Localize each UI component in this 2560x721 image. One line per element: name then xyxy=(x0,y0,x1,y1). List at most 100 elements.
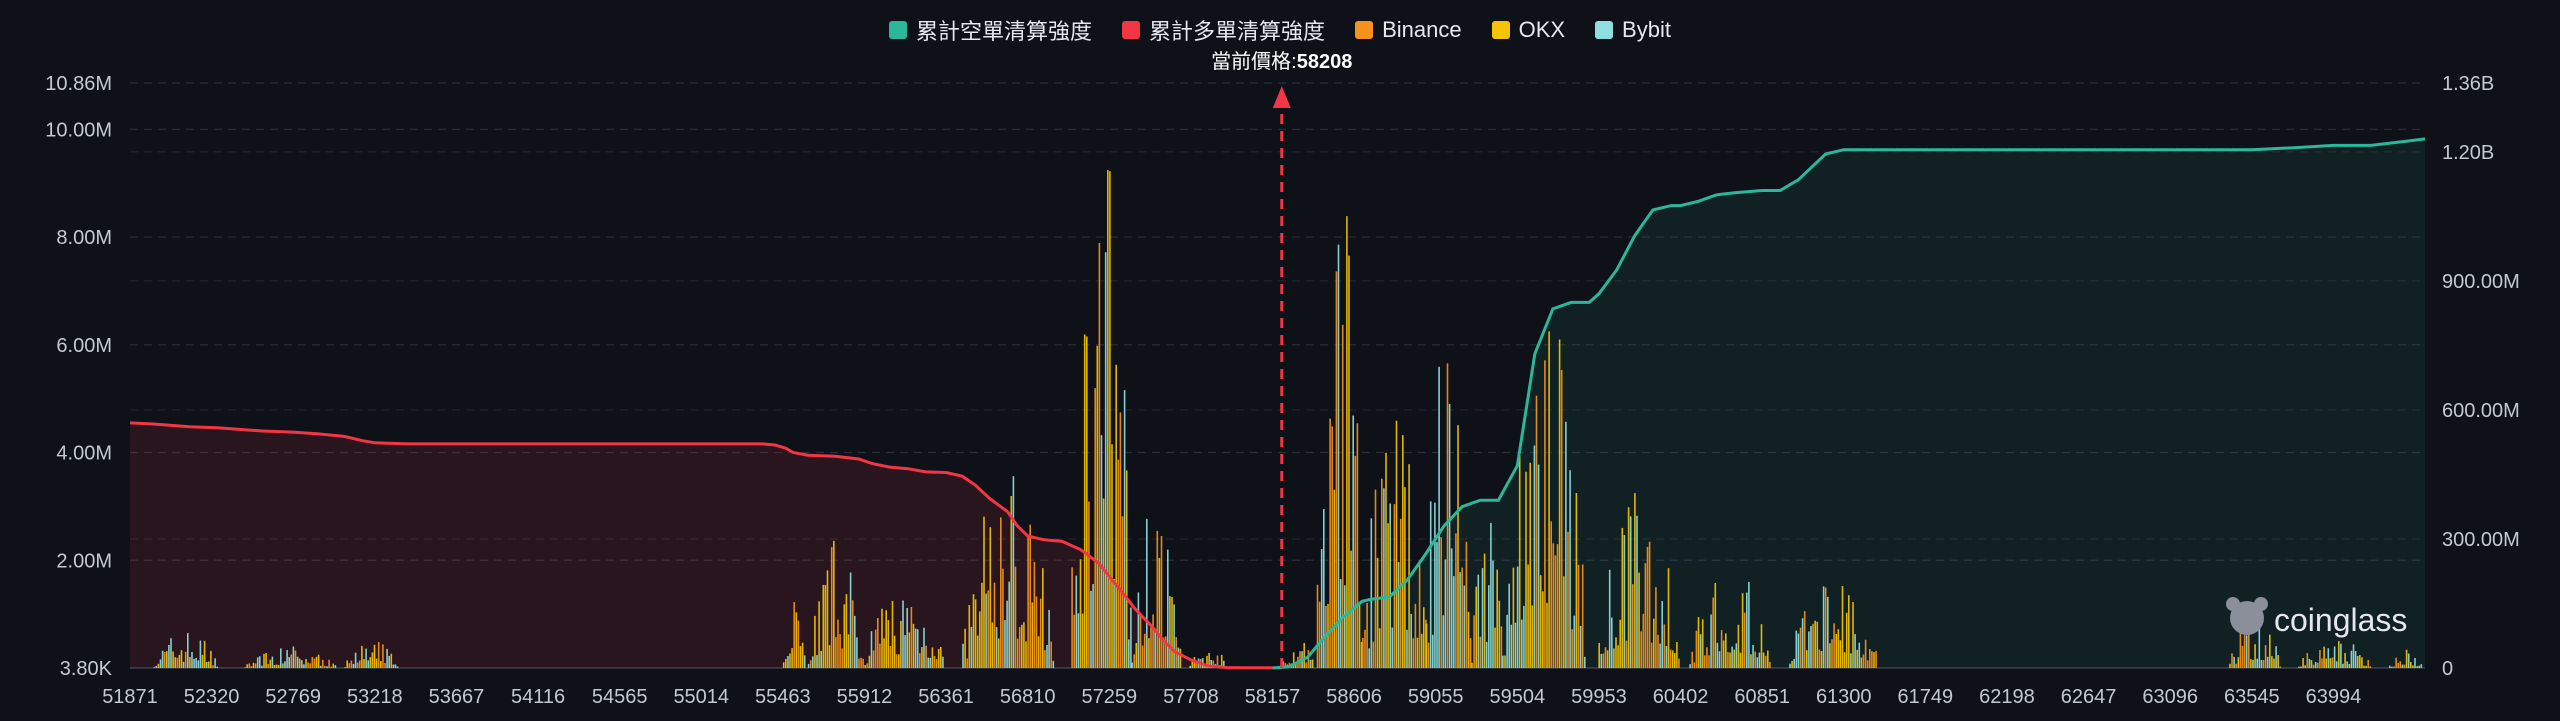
liquidation-bar xyxy=(837,619,839,668)
legend-item[interactable]: Binance xyxy=(1355,14,1462,46)
liquidation-bar xyxy=(2314,662,2317,668)
liquidation-bar xyxy=(1092,584,1094,668)
liquidation-bar xyxy=(1615,637,1617,668)
liquidation-bar xyxy=(2389,665,2391,668)
liquidation-bar xyxy=(271,656,274,668)
liquidation-bar xyxy=(1461,567,1463,668)
legend-item[interactable]: 累計空單清算強度 xyxy=(889,14,1092,46)
liquidation-bar xyxy=(197,660,200,668)
liquidation-bar xyxy=(2252,659,2254,668)
liquidation-bar xyxy=(1031,602,1034,668)
liquidation-bar xyxy=(1444,559,1447,668)
liquidation-bar xyxy=(252,662,255,668)
liquidation-bar xyxy=(885,610,887,668)
liquidation-bar xyxy=(1575,493,1578,668)
liquidation-bar xyxy=(801,642,804,668)
liquidation-bar xyxy=(2237,657,2240,668)
liquidation-bar xyxy=(2397,662,2399,668)
liquidation-bar xyxy=(1653,618,1655,668)
liquidation-bar xyxy=(1139,613,1142,668)
liquidation-bar xyxy=(789,653,791,668)
liquidation-bar xyxy=(1077,613,1080,668)
liquidation-bar xyxy=(157,663,160,668)
liquidation-bar xyxy=(1429,501,1432,668)
liquidation-bar xyxy=(2248,623,2250,668)
liquidation-bar xyxy=(1376,557,1379,668)
legend-swatch xyxy=(1595,21,1614,39)
liquidation-bar xyxy=(1479,636,1482,668)
liquidation-bars xyxy=(153,170,2423,668)
liquidation-bar xyxy=(1733,649,1735,668)
liquidation-bar xyxy=(2410,662,2412,668)
liquidation-bar xyxy=(1485,641,1488,668)
liquidation-bar xyxy=(296,656,299,668)
liquidation-bar xyxy=(1154,631,1156,668)
liquidation-bar xyxy=(1352,415,1354,668)
liquidation-bar xyxy=(912,623,915,668)
liquidation-bar xyxy=(1769,661,1771,668)
liquidation-bar xyxy=(1327,603,1329,668)
liquidation-bar xyxy=(1833,623,1835,668)
y-left-tick-label: 8.00M xyxy=(56,227,112,249)
liquidation-bar xyxy=(1550,521,1552,668)
liquidation-bar xyxy=(2395,657,2397,668)
liquidation-bar xyxy=(795,612,798,668)
liquidation-bar xyxy=(1490,522,1492,668)
liquidation-bar xyxy=(991,622,994,668)
liquidation-bar xyxy=(826,570,829,668)
liquidation-bar xyxy=(2241,645,2244,668)
liquidation-bar xyxy=(1162,637,1165,668)
legend-item[interactable]: Bybit xyxy=(1595,14,1671,46)
legend-item[interactable]: 累計多單清算強度 xyxy=(1122,14,1325,46)
liquidation-bar xyxy=(282,663,284,668)
liquidation-bar xyxy=(1173,604,1175,668)
liquidation-bar xyxy=(212,665,214,668)
liquidation-bar xyxy=(1387,523,1389,668)
legend-item[interactable]: OKX xyxy=(1491,14,1565,46)
liquidation-bar xyxy=(1820,651,1823,668)
liquidation-bar xyxy=(1531,605,1534,668)
liquidation-bar xyxy=(1812,623,1814,668)
x-tick-label: 53218 xyxy=(347,686,403,708)
liquidation-bar xyxy=(883,638,885,668)
short-line xyxy=(1272,137,2426,670)
liquidation-bar xyxy=(1634,493,1636,668)
liquidation-bar xyxy=(2420,664,2423,668)
liquidation-bar xyxy=(275,664,278,668)
liquidation-bar xyxy=(1691,651,1693,668)
liquidation-bar xyxy=(2342,663,2344,668)
liquidation-bar xyxy=(292,646,295,668)
liquidation-bar xyxy=(1854,634,1856,668)
liquidation-bar xyxy=(1037,636,1040,668)
liquidation-bar xyxy=(317,654,320,668)
liquidation-bar xyxy=(2346,661,2348,668)
liquidation-bar xyxy=(1731,646,1733,668)
liquidation-bar xyxy=(1348,255,1350,668)
liquidation-bar xyxy=(386,648,388,668)
liquidation-bar xyxy=(1552,543,1555,668)
liquidation-bar xyxy=(1722,640,1725,668)
liquidation-bar xyxy=(1678,658,1680,668)
liquidation-bar xyxy=(1434,502,1436,668)
x-tick-label: 59953 xyxy=(1571,686,1627,708)
liquidation-bar xyxy=(1412,638,1415,668)
liquidation-bar xyxy=(814,615,816,668)
current-price-label: 當前價格:58208 xyxy=(1211,50,1352,73)
liquidation-bar xyxy=(1642,613,1645,668)
liquidation-bar xyxy=(1746,592,1748,668)
liquidation-bar xyxy=(1399,518,1402,668)
liquidation-bar xyxy=(1839,640,1842,668)
liquidation-bar xyxy=(1852,602,1854,668)
liquidation-bar xyxy=(1858,642,1861,668)
liquidation-bar xyxy=(1727,651,1729,668)
liquidation-bar xyxy=(1410,613,1412,668)
x-tick-label: 51871 xyxy=(102,686,158,708)
liquidation-bar xyxy=(189,657,191,668)
liquidation-bar xyxy=(1333,489,1336,668)
liquidation-bar xyxy=(1824,587,1827,668)
liquidation-bar xyxy=(1189,665,1191,668)
liquidation-bar xyxy=(1695,630,1698,668)
liquidation-bar xyxy=(344,667,346,668)
liquidation-bar xyxy=(2369,666,2372,668)
liquidation-bar xyxy=(1481,568,1484,668)
